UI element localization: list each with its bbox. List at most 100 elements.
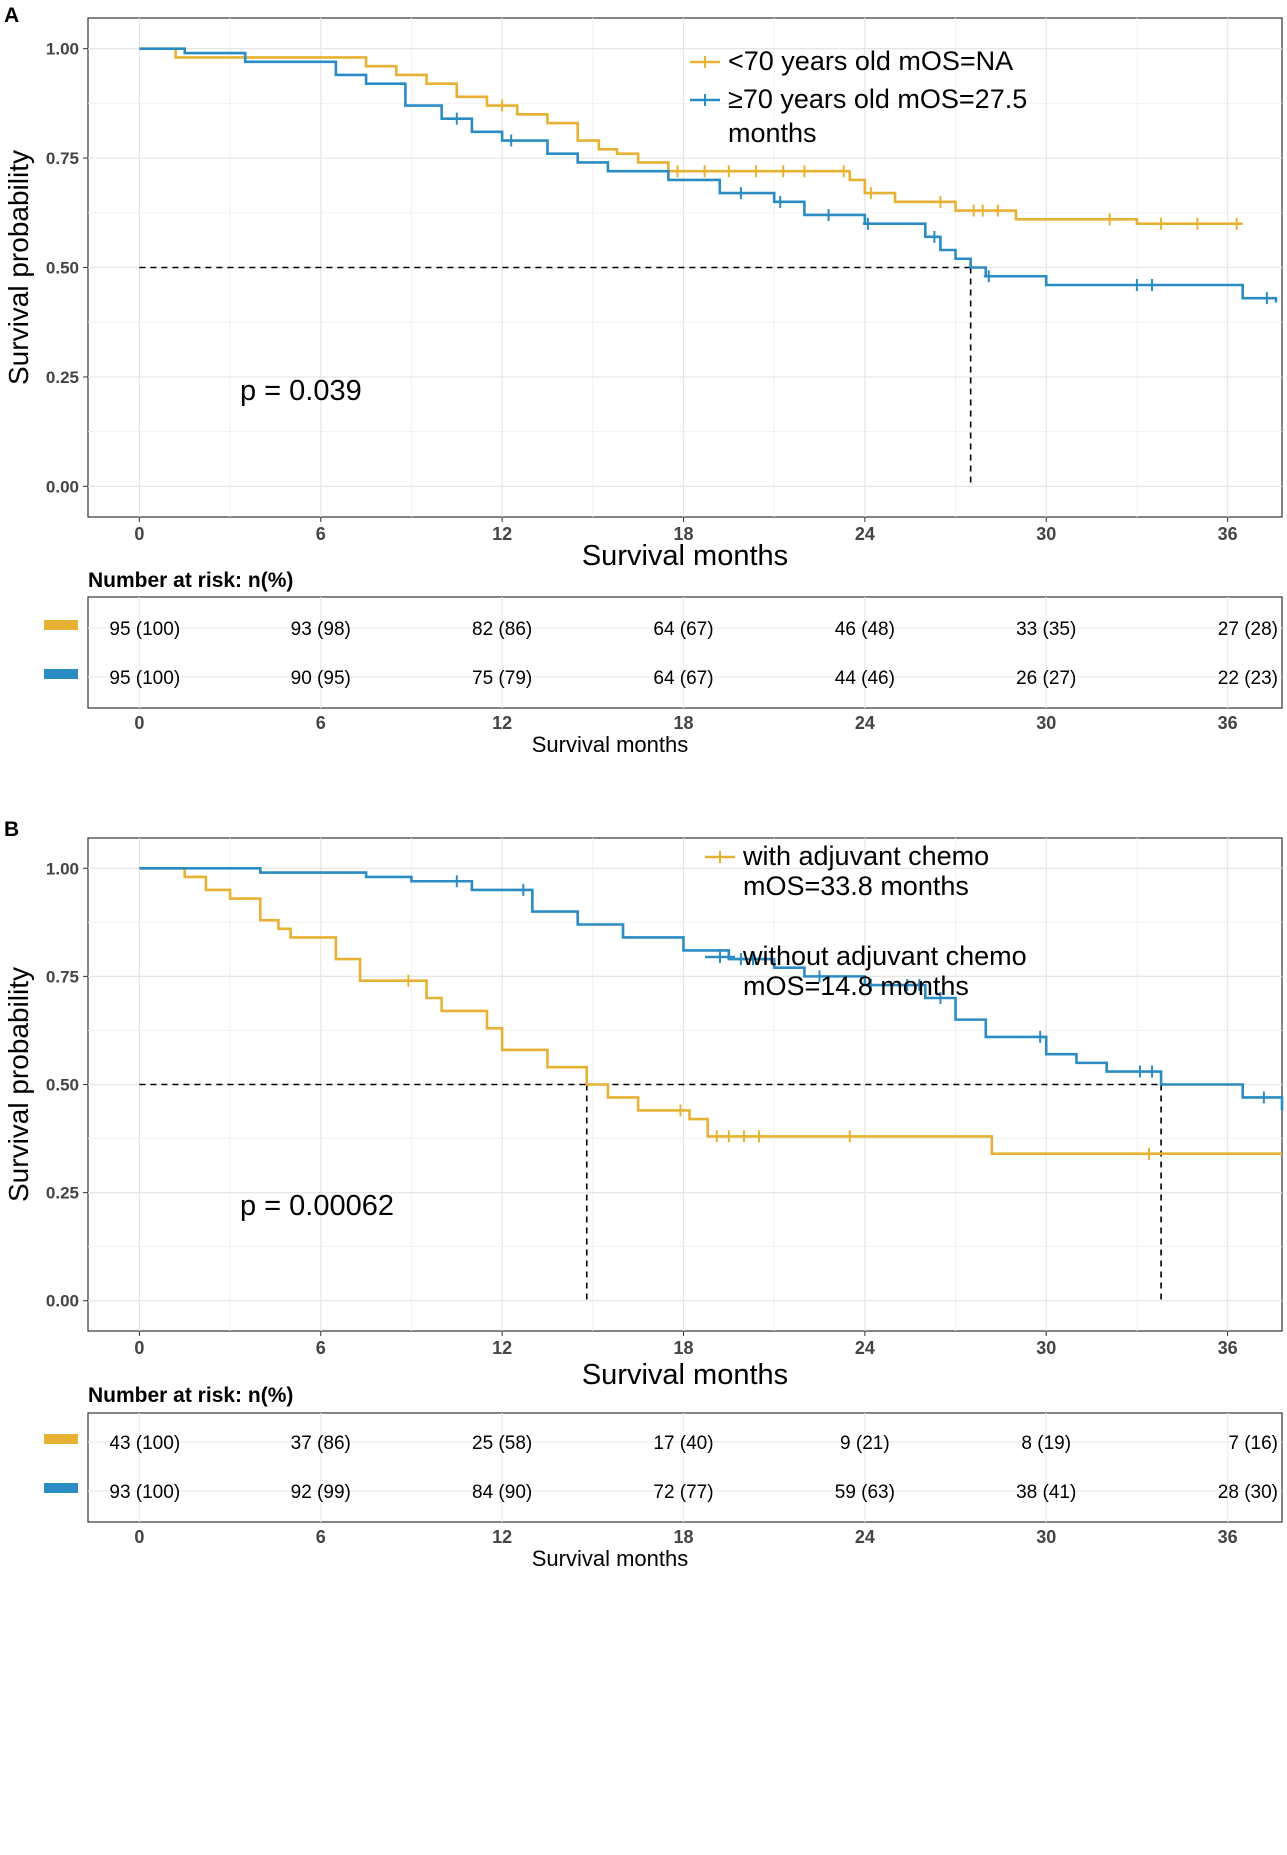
risk-cell: 84 (90)	[472, 1482, 532, 1503]
risk-cell: 95 (100)	[109, 619, 180, 640]
risk-cell: 93 (100)	[109, 1482, 180, 1503]
y-tick-label: 0.00	[46, 477, 79, 496]
risk-x-tick-label: 30	[1036, 713, 1056, 733]
y-tick-label: 0.75	[46, 967, 79, 986]
risk-cell: 26 (27)	[1016, 668, 1076, 689]
risk-table: Number at risk: n(%) 0 6 12 18 24 30 36 95 (100)…	[44, 569, 1283, 757]
risk-cell: 46 (48)	[835, 619, 895, 640]
censor-mark	[929, 230, 940, 243]
risk-table-title: Number at risk: n(%)	[88, 1384, 293, 1407]
risk-x-axis-label: Survival months	[532, 732, 689, 757]
censor-mark	[748, 953, 759, 966]
censor-mark	[865, 979, 876, 992]
censor-mark	[723, 165, 734, 178]
x-tick-label: 0	[134, 1338, 144, 1358]
y-axis-label: Survival probability	[3, 967, 34, 1202]
y-tick-label: 0.50	[46, 1076, 79, 1095]
risk-cell: 8 (19)	[1021, 1433, 1071, 1454]
risk-x-tick-label: 24	[855, 1527, 875, 1547]
censor-mark	[1231, 217, 1242, 230]
risk-cell: 59 (63)	[835, 1482, 895, 1503]
legend-label: with adjuvant chemo	[742, 841, 989, 871]
risk-cell: 64 (67)	[653, 619, 713, 640]
risk-cell: 9 (21)	[840, 1433, 890, 1454]
legend-label: mOS=14.8 months	[743, 971, 969, 1001]
risk-x-tick-label: 18	[673, 1527, 693, 1547]
survival-curve-1	[139, 866, 1282, 1155]
censor-mark	[1258, 1091, 1269, 1104]
censor-mark	[823, 208, 834, 221]
risk-table-frame	[87, 596, 1283, 709]
censor-mark	[1261, 292, 1272, 305]
y-tick-label: 1.00	[46, 40, 79, 59]
censor-mark	[1131, 279, 1142, 292]
y-tick-label: 0.00	[46, 1292, 79, 1311]
risk-x-tick-label: 36	[1218, 713, 1238, 733]
x-tick-label: 24	[855, 1338, 875, 1358]
p-value: p = 0.039	[240, 375, 362, 407]
survival-curve-1	[139, 47, 1243, 226]
censor-mark	[506, 134, 517, 147]
censor-mark	[902, 979, 913, 992]
x-tick-label: 12	[492, 524, 512, 544]
censor-mark	[711, 1130, 722, 1143]
y-tick-label: 0.25	[46, 1184, 79, 1203]
censor-mark	[672, 165, 683, 178]
risk-x-tick-label: 6	[316, 713, 326, 733]
censor-mark	[862, 217, 873, 230]
censor-mark	[675, 1104, 686, 1117]
x-axis-label: Survival months	[582, 1359, 788, 1391]
risk-x-tick-label: 18	[673, 713, 693, 733]
x-tick-label: 6	[316, 1338, 326, 1358]
risk-table-frame	[87, 1412, 1283, 1523]
legend-item-1: <70 years old mOS=NA	[690, 46, 1013, 76]
risk-cell: 92 (99)	[291, 1482, 351, 1503]
censor-mark	[1134, 1065, 1145, 1078]
risk-x-tick-label: 12	[492, 1527, 512, 1547]
censor-mark	[838, 165, 849, 178]
y-axis-label: Survival probability	[3, 150, 34, 385]
legend-item-2: ≥70 years old mOS=27.5 months	[690, 84, 1027, 148]
y-tick-label: 0.25	[46, 368, 79, 387]
risk-x-tick-label: 6	[316, 1527, 326, 1547]
panel-label: B	[4, 818, 19, 841]
risk-cell: 17 (40)	[653, 1433, 713, 1454]
censor-mark	[451, 875, 462, 888]
risk-cell: 37 (86)	[291, 1433, 351, 1454]
y-tick-label: 0.75	[46, 149, 79, 168]
censor-mark	[865, 187, 876, 200]
censor-mark	[914, 979, 925, 992]
risk-row-swatch	[44, 1434, 78, 1444]
risk-row-swatch	[44, 1483, 78, 1493]
censor-mark	[977, 204, 988, 217]
x-tick-label: 18	[673, 1338, 693, 1358]
risk-cell: 82 (86)	[472, 619, 532, 640]
y-tick-label: 0.50	[46, 259, 79, 278]
risk-cell: 64 (67)	[653, 668, 713, 689]
legend-label: ≥70 years old mOS=27.5	[728, 84, 1027, 114]
risk-table: Number at risk: n(%) 0 6 12 18 24 30 36 43 (100)…	[44, 1384, 1283, 1571]
risk-x-axis-label: Survival months	[532, 1546, 689, 1571]
censor-mark	[968, 204, 979, 217]
legend-label: mOS=33.8 months	[743, 871, 969, 901]
legend-label: <70 years old mOS=NA	[728, 46, 1013, 76]
censor-mark	[403, 974, 414, 987]
risk-cell: 28 (30)	[1218, 1482, 1278, 1503]
survival-curve-2	[139, 866, 1284, 1111]
risk-cell: 72 (77)	[653, 1482, 713, 1503]
censor-mark	[1104, 213, 1115, 226]
risk-cell: 43 (100)	[109, 1433, 180, 1454]
censor-mark	[778, 165, 789, 178]
x-tick-label: 24	[855, 524, 875, 544]
censor-mark	[775, 195, 786, 208]
censor-mark	[935, 195, 946, 208]
censor-mark	[844, 1130, 855, 1143]
risk-cell: 38 (41)	[1016, 1482, 1076, 1503]
censor-mark	[723, 1130, 734, 1143]
censor-mark	[754, 1130, 765, 1143]
p-value: p = 0.00062	[240, 1190, 394, 1222]
censor-mark	[814, 970, 825, 983]
risk-cell: 44 (46)	[835, 668, 895, 689]
censor-mark	[1035, 1030, 1046, 1043]
